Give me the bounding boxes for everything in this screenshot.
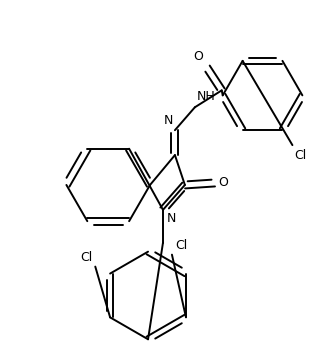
Text: NH: NH [197, 90, 216, 103]
Text: O: O [193, 50, 203, 63]
Text: Cl: Cl [175, 239, 187, 252]
Text: N: N [163, 114, 173, 127]
Text: O: O [219, 176, 229, 189]
Text: N: N [167, 212, 176, 225]
Text: Cl: Cl [294, 149, 307, 162]
Text: Cl: Cl [80, 251, 92, 263]
